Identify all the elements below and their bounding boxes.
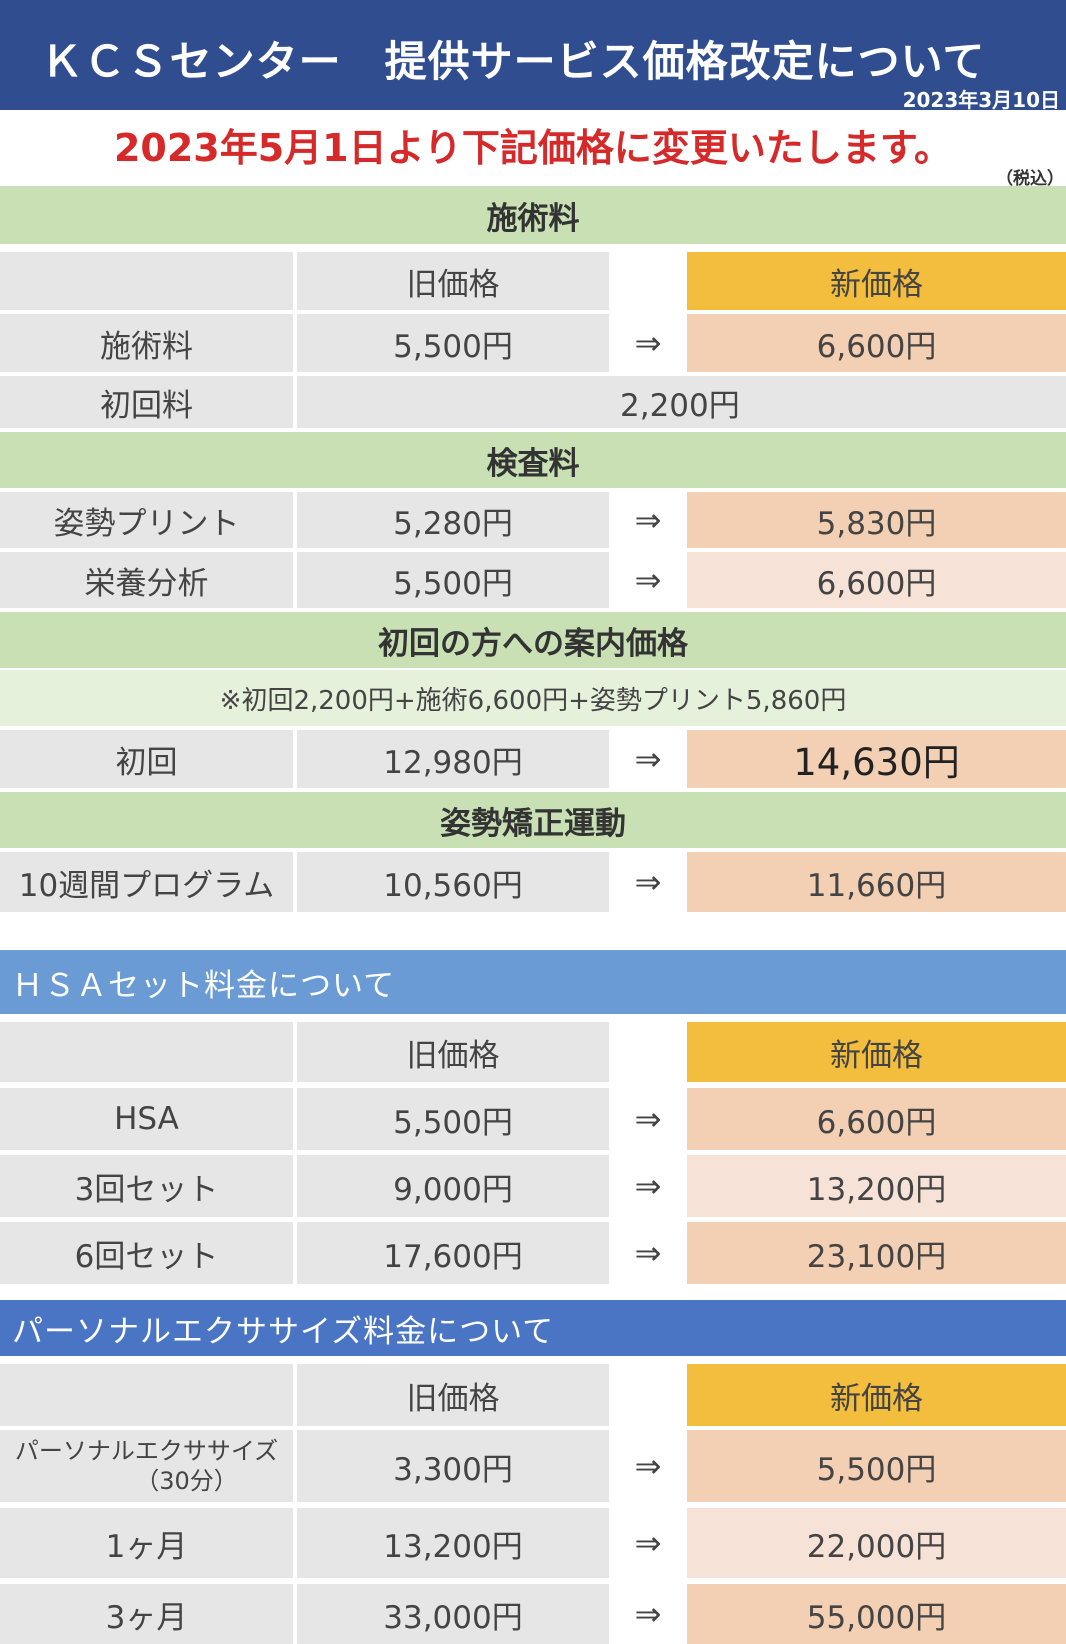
table-row: HSA 5,500円 ⇒ 6,600円 xyxy=(0,1088,1066,1150)
section-first-visit-heading: 初回の方への案内価格 xyxy=(0,612,1066,668)
row-label: 初回料 xyxy=(0,376,293,428)
row-label: 6回セット xyxy=(0,1222,293,1284)
row-label-sub: （30分） xyxy=(135,1467,238,1495)
table-row: パーソナルエクササイズ （30分） 3,300円 ⇒ 5,500円 xyxy=(0,1430,1066,1502)
old-price: 9,000円 xyxy=(297,1155,609,1217)
hsa-header-row: 旧価格 新価格 xyxy=(0,1022,1066,1082)
new-price-header: 新価格 xyxy=(687,1364,1066,1426)
old-price-header: 旧価格 xyxy=(297,252,609,310)
old-price: 5,500円 xyxy=(297,314,609,372)
old-price-header: 旧価格 xyxy=(297,1022,609,1082)
old-price: 5,500円 xyxy=(297,1088,609,1150)
arrow-icon: ⇒ xyxy=(609,730,687,788)
header-arrow-blank xyxy=(609,1022,687,1082)
arrow-icon: ⇒ xyxy=(609,1222,687,1284)
new-price: 23,100円 xyxy=(687,1222,1066,1284)
row-label: 栄養分析 xyxy=(0,552,293,608)
row-label: 3ヶ月 xyxy=(0,1584,293,1644)
arrow-icon: ⇒ xyxy=(609,492,687,548)
section-treatment-heading: 施術料 xyxy=(0,186,1066,244)
old-price: 10,560円 xyxy=(297,852,609,912)
arrow-icon: ⇒ xyxy=(609,314,687,372)
table-row: 10週間プログラム 10,560円 ⇒ 11,660円 xyxy=(0,852,1066,912)
new-price-header: 新価格 xyxy=(687,252,1066,310)
arrow-icon: ⇒ xyxy=(609,852,687,912)
row-label-main: パーソナルエクササイズ xyxy=(14,1437,279,1465)
first-fee-value: 2,200円 xyxy=(297,376,1066,428)
old-price: 13,200円 xyxy=(297,1508,609,1578)
treatment-header-row: 旧価格 新価格 xyxy=(0,252,1066,310)
old-price-header: 旧価格 xyxy=(297,1364,609,1426)
personal-header-row: 旧価格 新価格 xyxy=(0,1364,1066,1426)
row-label: パーソナルエクササイズ （30分） xyxy=(0,1430,293,1502)
old-price: 5,500円 xyxy=(297,552,609,608)
new-price: 13,200円 xyxy=(687,1155,1066,1217)
old-price: 3,300円 xyxy=(297,1430,609,1502)
row-label: 姿勢プリント xyxy=(0,492,293,548)
new-price: 5,830円 xyxy=(687,492,1066,548)
table-row: 栄養分析 5,500円 ⇒ 6,600円 xyxy=(0,552,1066,608)
row-label: 施術料 xyxy=(0,314,293,372)
header-blank-cell xyxy=(0,1022,293,1082)
header-arrow-blank xyxy=(609,1364,687,1426)
table-row: 1ヶ月 13,200円 ⇒ 22,000円 xyxy=(0,1508,1066,1578)
table-row: 3回セット 9,000円 ⇒ 13,200円 xyxy=(0,1155,1066,1217)
arrow-icon: ⇒ xyxy=(609,1508,687,1578)
new-price: 55,000円 xyxy=(687,1584,1066,1644)
first-visit-note: ※初回2,200円+施術6,600円+姿勢プリント5,860円 xyxy=(0,670,1066,726)
old-price: 12,980円 xyxy=(297,730,609,788)
old-price: 17,600円 xyxy=(297,1222,609,1284)
old-price: 5,280円 xyxy=(297,492,609,548)
new-price: 6,600円 xyxy=(687,552,1066,608)
row-label: 初回 xyxy=(0,730,293,788)
table-row: 6回セット 17,600円 ⇒ 23,100円 xyxy=(0,1222,1066,1284)
section-personal-heading: パーソナルエクササイズ料金について xyxy=(0,1300,1066,1356)
new-price: 11,660円 xyxy=(687,852,1066,912)
table-row: 姿勢プリント 5,280円 ⇒ 5,830円 xyxy=(0,492,1066,548)
row-label: 1ヶ月 xyxy=(0,1508,293,1578)
section-posture-exercise-heading: 姿勢矯正運動 xyxy=(0,792,1066,848)
tax-note: （税込） xyxy=(996,169,1064,189)
old-price: 33,000円 xyxy=(297,1584,609,1644)
arrow-icon: ⇒ xyxy=(609,1430,687,1502)
new-price: 6,600円 xyxy=(687,1088,1066,1150)
new-price: 22,000円 xyxy=(687,1508,1066,1578)
arrow-icon: ⇒ xyxy=(609,552,687,608)
issue-date: 2023年3月10日 xyxy=(902,88,1060,112)
row-label: 3回セット xyxy=(0,1155,293,1217)
new-price: 14,630円 xyxy=(687,730,1066,788)
row-label: 10週間プログラム xyxy=(0,852,293,912)
title-bar: ＫＣＳセンター 提供サービス価格改定について 2023年3月10日 xyxy=(0,0,1066,112)
table-row: 施術料 5,500円 ⇒ 6,600円 xyxy=(0,314,1066,372)
new-price: 6,600円 xyxy=(687,314,1066,372)
new-price-header: 新価格 xyxy=(687,1022,1066,1082)
header-blank-cell xyxy=(0,252,293,310)
row-label: HSA xyxy=(0,1088,293,1150)
change-notice: 2023年5月1日より下記価格に変更いたします。 xyxy=(113,126,953,170)
section-hsa-heading: ＨＳＡセット料金について xyxy=(0,950,1066,1014)
new-price: 5,500円 xyxy=(687,1430,1066,1502)
header-arrow-blank xyxy=(609,252,687,310)
table-row: 3ヶ月 33,000円 ⇒ 55,000円 xyxy=(0,1584,1066,1644)
arrow-icon: ⇒ xyxy=(609,1155,687,1217)
header-blank-cell xyxy=(0,1364,293,1426)
table-row: 初回 12,980円 ⇒ 14,630円 xyxy=(0,730,1066,788)
section-exam-heading: 検査料 xyxy=(0,432,1066,488)
arrow-icon: ⇒ xyxy=(609,1088,687,1150)
page-title: ＫＣＳセンター 提供サービス価格改定について xyxy=(40,37,986,86)
table-row: 初回料 2,200円 xyxy=(0,376,1066,428)
arrow-icon: ⇒ xyxy=(609,1584,687,1644)
